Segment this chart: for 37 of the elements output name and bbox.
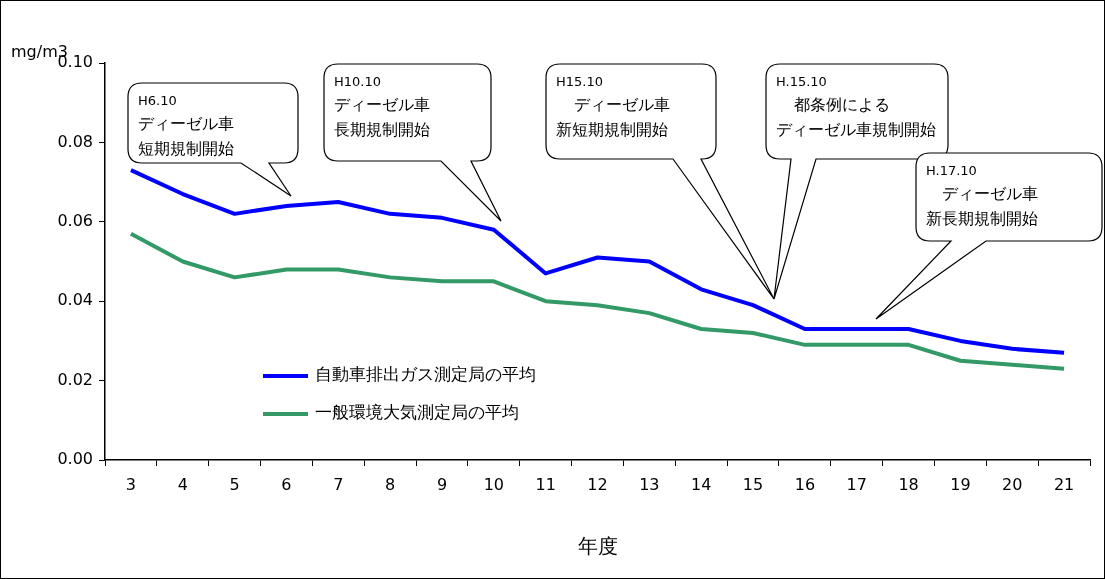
annotation: H.17.10 bbox=[926, 163, 977, 179]
x-tick-label: 19 bbox=[950, 474, 971, 494]
x-tick-label: 15 bbox=[742, 474, 764, 494]
y-tick-label: 0.08 bbox=[57, 131, 93, 151]
y-tick-label: 0.06 bbox=[57, 210, 93, 230]
x-tick-label: 7 bbox=[333, 474, 344, 494]
annotation: H15.10 bbox=[556, 74, 603, 90]
x-tick-label: 21 bbox=[1053, 474, 1075, 494]
x-tick-label: 13 bbox=[639, 474, 660, 494]
annotation: ディーゼル車長期規制開始 bbox=[334, 94, 430, 141]
x-tick-label: 10 bbox=[483, 474, 504, 494]
x-tick-label: 3 bbox=[125, 474, 137, 494]
legend-label: 一般環境大気測定局の平均 bbox=[315, 402, 519, 423]
x-tick-label: 14 bbox=[691, 474, 712, 494]
annotation: H10.10 bbox=[334, 74, 381, 90]
annotation: H.15.10 bbox=[776, 74, 827, 90]
x-tick-label: 6 bbox=[281, 474, 292, 494]
x-tick-label: 20 bbox=[1002, 474, 1023, 494]
annotation: ディーゼル車新長期規制開始 bbox=[926, 183, 1038, 230]
x-tick-label: 9 bbox=[436, 474, 448, 494]
x-tick-label: 5 bbox=[229, 474, 240, 494]
x-tick-label: 18 bbox=[898, 474, 919, 494]
annotation: ディーゼル車短期規制開始 bbox=[138, 113, 234, 160]
y-tick-label: 0.02 bbox=[57, 369, 93, 389]
x-tick-label: 11 bbox=[535, 474, 556, 494]
y-tick-label: 0.04 bbox=[57, 290, 93, 310]
annotation: H6.10 bbox=[138, 93, 177, 109]
y-tick-label: 0.00 bbox=[57, 449, 93, 469]
x-tick-label: 17 bbox=[846, 474, 867, 494]
legend-label: 自動車排出ガス測定局の平均 bbox=[315, 364, 536, 385]
x-tick-label: 12 bbox=[587, 474, 608, 494]
annotation: ディーゼル車新短期規制開始 bbox=[556, 94, 670, 141]
x-tick-label: 8 bbox=[385, 474, 396, 494]
x-axis-title: 年度 bbox=[577, 534, 618, 559]
annotation: 都条例によるディーゼル車規制開始 bbox=[776, 94, 936, 141]
x-tick-label: 16 bbox=[794, 474, 816, 494]
x-tick-label: 4 bbox=[177, 474, 188, 494]
